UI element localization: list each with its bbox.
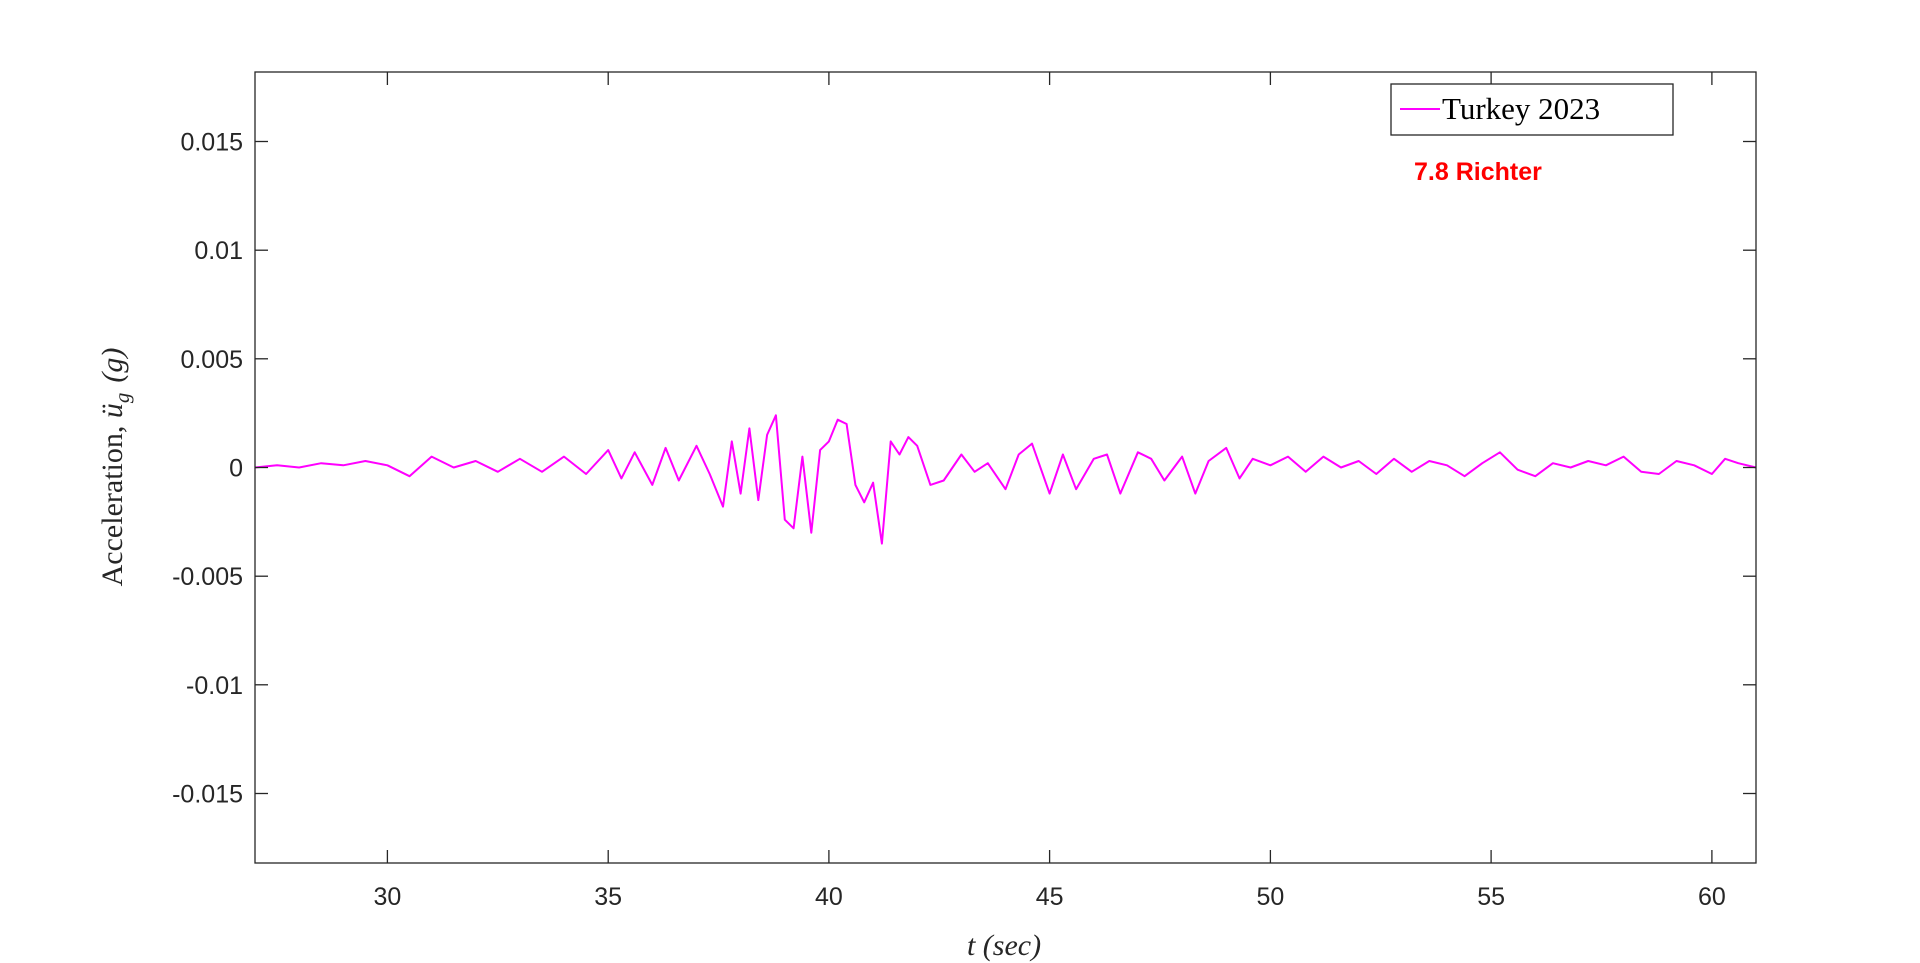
- x-tick-label: 50: [1256, 883, 1284, 911]
- y-axis-label-symbol: ü: [96, 403, 129, 418]
- plot-area: [255, 72, 1756, 863]
- y-axis-label-unit: (g): [96, 348, 129, 383]
- y-axis-label-text: Acceleration,: [96, 418, 129, 586]
- x-tick-label: 60: [1698, 883, 1726, 911]
- legend-entry-label: Turkey 2023: [1442, 91, 1600, 126]
- x-tick-label: 35: [594, 883, 622, 911]
- y-axis-label: Acceleration, üg (g): [96, 348, 134, 587]
- series-line-0: [254, 414, 1757, 545]
- y-tick-label: 0.005: [180, 346, 243, 374]
- ticks-layer: [255, 72, 1756, 863]
- y-tick-label: -0.015: [172, 781, 243, 809]
- y-tick-label: 0: [229, 455, 243, 483]
- x-tick-labels: 30 35 40 45 50 55 60: [373, 883, 1725, 911]
- y-tick-label: -0.01: [186, 672, 243, 700]
- series-layer: [254, 414, 1757, 545]
- annotation-label: 7.8 Richter: [1414, 158, 1542, 186]
- x-axis-label: t (sec): [967, 929, 1041, 962]
- x-tick-label: 40: [815, 883, 843, 911]
- y-axis-label-subscript: g: [110, 393, 134, 404]
- y-tick-label: -0.005: [172, 563, 243, 591]
- y-tick-label: 0.01: [194, 237, 243, 265]
- y-tick-label: 0.015: [180, 129, 243, 157]
- legend[interactable]: Turkey 2023: [1390, 83, 1674, 136]
- x-tick-label: 45: [1036, 883, 1064, 911]
- y-tick-labels: 0.015 0.01 0.005 0 -0.005 -0.01 -0.015: [172, 129, 243, 809]
- x-tick-label: 30: [373, 883, 401, 911]
- x-tick-label: 55: [1477, 883, 1505, 911]
